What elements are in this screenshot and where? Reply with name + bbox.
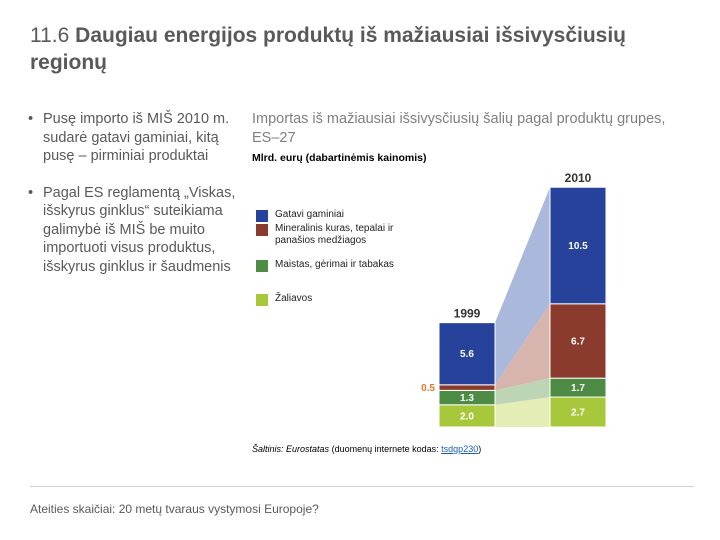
data-label-2010-food: 1.7 bbox=[571, 383, 585, 394]
footer-divider bbox=[30, 486, 694, 487]
legend-swatch bbox=[256, 294, 268, 306]
footer-text: Ateities skaičiai: 20 metų tvaraus vysty… bbox=[30, 502, 319, 516]
legend-label: Maistas, gėrimai ir tabakas bbox=[275, 259, 394, 270]
bullet-item: • Pagal ES reglamentą „Viskas, išskyrus g… bbox=[28, 184, 238, 277]
data-label-1999-mineral-fuels: 0.5 bbox=[421, 383, 435, 394]
slide-title: 11.6 Daugiau energijos produktų iš mažia… bbox=[30, 22, 690, 76]
legend-label: Gatavi gaminiai bbox=[275, 209, 344, 220]
bullet-item: • Pusę importo iš MIŠ 2010 m. sudarė gata… bbox=[28, 110, 238, 166]
chart-unit-label: Mlrd. eurų (dabartinėmis kainomis) bbox=[252, 152, 427, 164]
slide-number: 11.6 bbox=[30, 24, 70, 47]
transition-band-raw-materials bbox=[495, 397, 550, 427]
bullet-text: Pusę importo iš MIŠ 2010 m. sudarė gatav… bbox=[43, 111, 230, 164]
transition-band-finished-goods bbox=[495, 187, 550, 385]
transition-band-mineral-fuels bbox=[495, 303, 550, 391]
category-label-1999: 1999 bbox=[454, 307, 481, 321]
bar-2010-raw-materials bbox=[549, 396, 607, 428]
chart-title: Importas iš mažiausiai išsivysčiusių šal… bbox=[252, 111, 666, 146]
transition-band-food bbox=[495, 378, 550, 405]
data-label-2010-finished-goods: 10.5 bbox=[568, 241, 588, 252]
stacked-bar-chart: 2.0 1.3 0.5 5.6 1999 2.7 1.7 6.7 10.5 2010 bbox=[421, 171, 607, 428]
bullet-text: Pagal ES reglamentą „Viskas, išskyrus gi… bbox=[43, 184, 236, 275]
data-label-1999-raw-materials: 2.0 bbox=[460, 411, 474, 422]
data-label-2010-mineral-fuels: 6.7 bbox=[571, 336, 585, 347]
source-suffix: ) bbox=[478, 444, 482, 454]
bullet-list: • Pusę importo iš MIŠ 2010 m. sudarė gata… bbox=[28, 110, 238, 294]
legend-swatch bbox=[256, 224, 268, 236]
slide-title-text: Daugiau energijos produktų iš mažiausiai… bbox=[30, 24, 627, 74]
legend-label: Mineralinis kuras, tepalai ir panašios m… bbox=[275, 223, 394, 246]
legend-swatch bbox=[256, 210, 268, 222]
bar-1999-finished-goods bbox=[438, 322, 496, 386]
source-note: Šaltinis: Eurostatas (duomenų internete … bbox=[252, 444, 481, 454]
bullet-icon: • bbox=[28, 184, 34, 201]
source-name: Eurostatas bbox=[286, 444, 330, 454]
source-middle: (duomenų internete kodas: bbox=[331, 444, 439, 454]
bullet-icon: • bbox=[28, 111, 34, 127]
legend-swatch bbox=[256, 260, 268, 272]
bar-2010-finished-goods bbox=[549, 186, 607, 305]
data-label-1999-food: 1.3 bbox=[460, 393, 474, 404]
data-label-2010-raw-materials: 2.7 bbox=[571, 408, 585, 419]
source-code-link[interactable]: tsdgp230 bbox=[441, 444, 479, 454]
legend-label: Žaliavos bbox=[275, 293, 313, 304]
data-label-1999-finished-goods: 5.6 bbox=[460, 349, 474, 360]
category-label-2010: 2010 bbox=[565, 171, 592, 185]
source-prefix: Šaltinis: bbox=[252, 444, 284, 454]
bar-2010-mineral-fuels bbox=[549, 303, 607, 379]
bar-1999-mineral-fuels bbox=[438, 384, 496, 391]
